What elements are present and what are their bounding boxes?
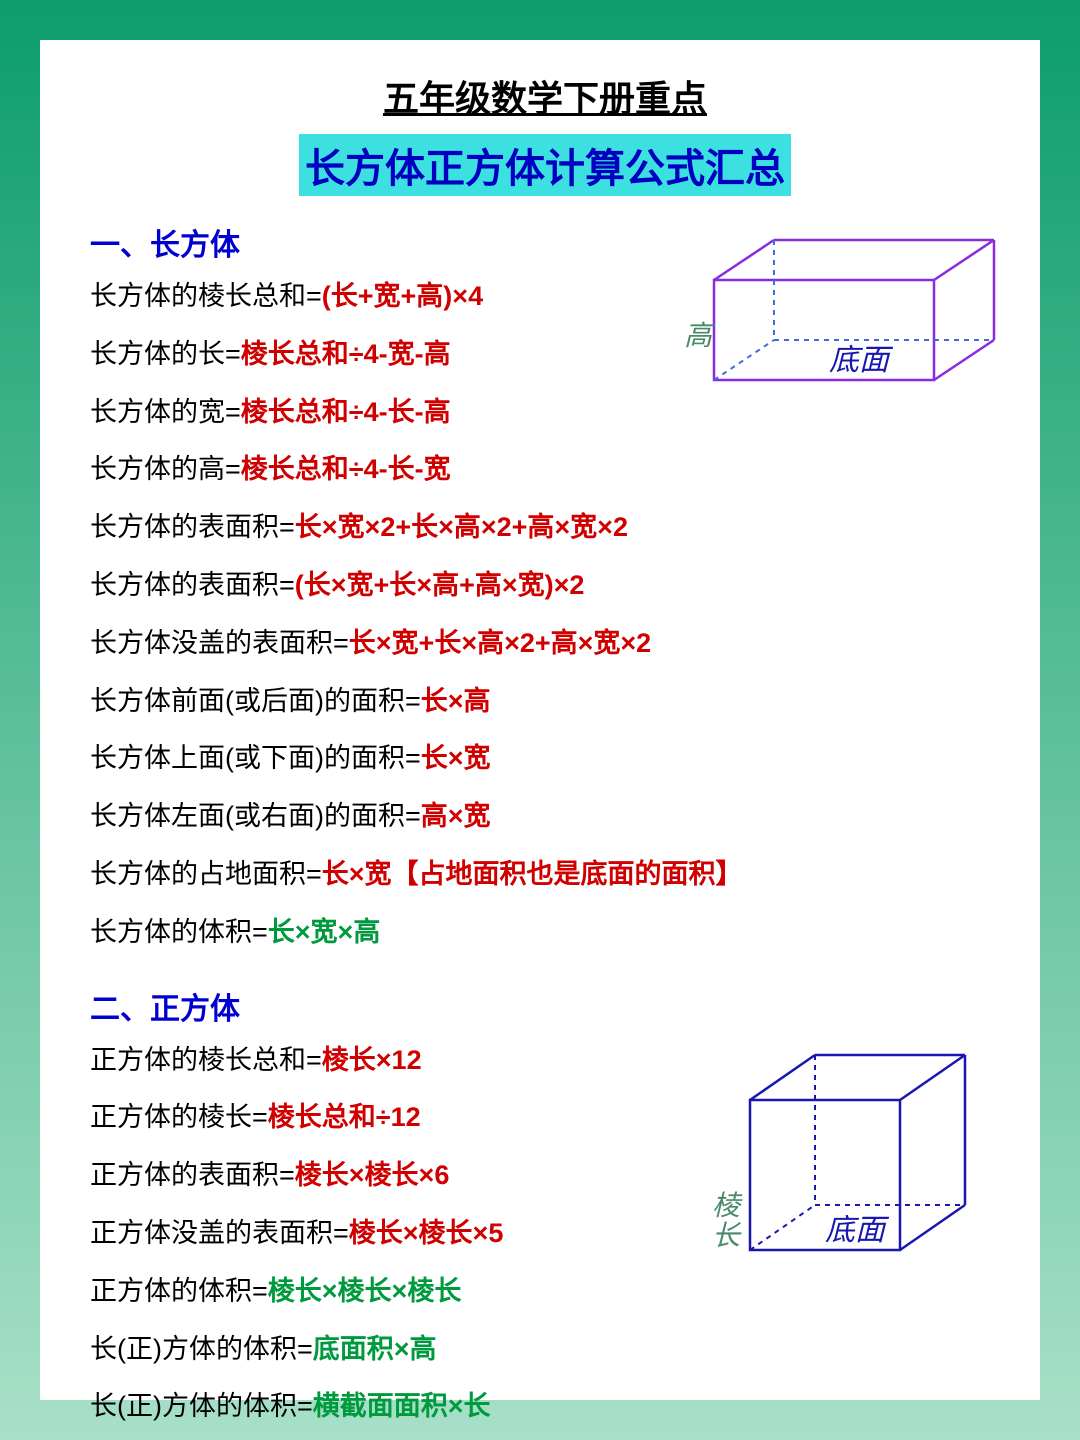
formula-line: 长方体的表面积=(长×宽+长×高+高×宽)×2 (90, 567, 1000, 605)
formula-line: 长(正)方体的体积=底面积×高 (90, 1331, 1000, 1369)
section2-head: 二、正方体 (90, 984, 1000, 1028)
formula-line: 长方体上面(或下面)的面积=长×宽 (90, 740, 1000, 778)
formula-line: 长方体的高=棱长总和÷4-长-宽 (90, 451, 1000, 489)
formula-line: 长方体的体积=长×宽×高 (90, 914, 1000, 952)
cube-base-label: 底面 (825, 1214, 890, 1247)
formula-line: 长(正)方体的体积=横截面面积×长 (90, 1388, 1000, 1426)
formula-line: 长方体的占地面积=长×宽【占地面积也是底面的面积】 (90, 856, 1000, 894)
formula-line: 正方体的体积=棱长×棱长×棱长 (90, 1273, 1000, 1311)
cuboid-height-label: 高 (684, 321, 716, 352)
page-content: 五年级数学下册重点 长方体正方体计算公式汇总 一、长方体 长方体的棱长总和=(长… (40, 40, 1040, 1400)
formula-line: 长方体前面(或后面)的面积=长×高 (90, 683, 1000, 721)
cube-edge-label-1: 棱 (712, 1191, 743, 1222)
formula-line: 长方体左面(或右面)的面积=高×宽 (90, 798, 1000, 836)
main-title: 五年级数学下册重点 (90, 70, 1000, 122)
cube-diagram: 棱 长 底面 (700, 1040, 980, 1270)
cube-svg: 棱 长 底面 (700, 1040, 980, 1270)
cube-edge-label-2: 长 (712, 1221, 742, 1252)
cuboid-svg: 高 底面 (684, 220, 1004, 405)
cuboid-diagram: 高 底面 (684, 220, 1004, 405)
formula-line: 长方体没盖的表面积=长×宽+长×高×2+高×宽×2 (90, 625, 1000, 663)
formula-line: 长方体的表面积=长×宽×2+长×高×2+高×宽×2 (90, 509, 1000, 547)
subtitle: 长方体正方体计算公式汇总 (299, 134, 791, 196)
subtitle-wrap: 长方体正方体计算公式汇总 (90, 134, 1000, 196)
cuboid-base-label: 底面 (829, 344, 894, 377)
